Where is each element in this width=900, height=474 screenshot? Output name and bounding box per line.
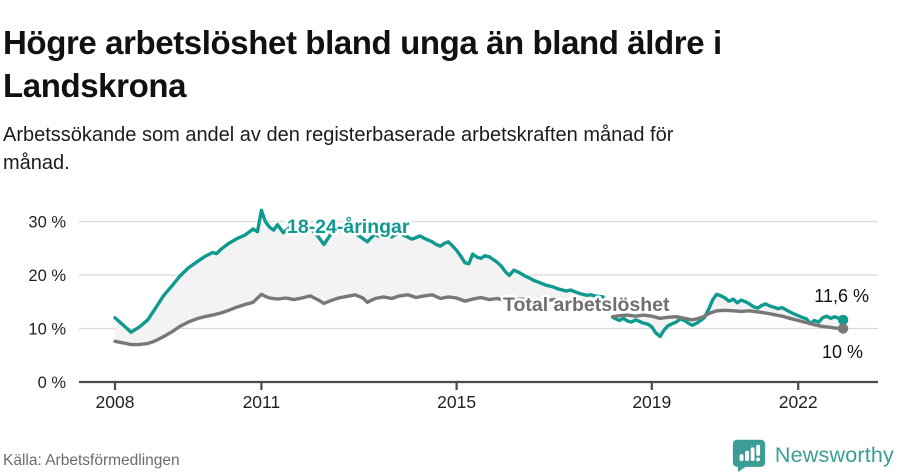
series-fill	[115, 210, 603, 345]
newsworthy-icon	[732, 439, 766, 472]
end-value-label-total: 10 %	[822, 342, 863, 362]
y-tick-label: 30 %	[28, 214, 66, 232]
line-chart: 2008 2011 2015 2019 2022 0 % 10 % 20 % 30 % 18-24…	[0, 190, 900, 430]
y-tick-label: 10 %	[28, 321, 66, 339]
series-label-total: Total arbetslöshet	[503, 294, 670, 316]
exclamation-bar	[756, 444, 760, 456]
x-tick-label: 2015	[437, 392, 476, 412]
x-tick-label: 2022	[779, 392, 818, 412]
bar-small	[739, 454, 744, 461]
bar-tall	[750, 447, 755, 461]
series-line-total	[113, 292, 605, 347]
brand-name: Newsworthy	[774, 442, 894, 467]
y-tick-label: 20 %	[28, 267, 66, 285]
bar-medium	[745, 450, 749, 461]
exclamation-dot	[756, 457, 760, 462]
series-end-dot-total	[837, 323, 849, 334]
y-tick-label: 0 %	[38, 374, 67, 392]
series-line-youth	[611, 292, 845, 339]
source-credit: Källa: Arbetsförmedlingen	[3, 452, 180, 469]
series-end-dot-youth	[837, 314, 849, 326]
page-title: Högre arbetslöshet bland unga än bland ä…	[3, 24, 722, 104]
x-tick-label: 2008	[96, 392, 135, 412]
end-value-label-youth: 11,6 %	[814, 286, 869, 306]
chart-subtitle: Arbetssökande som andel av den registerb…	[3, 124, 674, 174]
chart-svg: 2008 2011 2015 2019 2022 0 % 10 % 20 % 30 % 18-24…	[28, 208, 878, 412]
series-line-total	[611, 308, 845, 331]
brand-logo: Newsworthy	[732, 438, 894, 472]
series-line-youth	[113, 208, 605, 334]
series-label-youth: 18-24-åringar	[287, 215, 410, 238]
x-tick-label: 2019	[632, 392, 671, 412]
x-tick-label: 2011	[243, 392, 281, 412]
